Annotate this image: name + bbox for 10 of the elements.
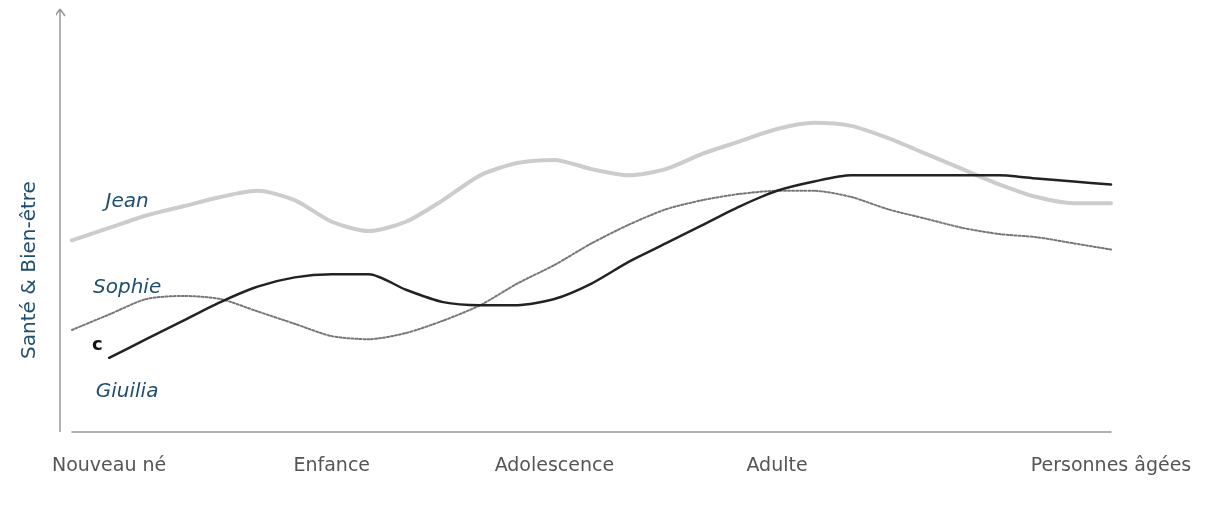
x-tick-label: Enfance: [293, 452, 371, 475]
x-tick-label: Nouveau né: [51, 452, 167, 475]
series-label: Jean: [101, 187, 149, 212]
annotation: c: [92, 332, 103, 354]
x-tick-label: Adulte: [746, 452, 808, 475]
y-axis-title: Santé & Bien-être: [16, 181, 40, 359]
series-label: Giuilia: [95, 377, 159, 402]
series-label: Sophie: [93, 274, 162, 299]
x-tick-label: Adolescence: [494, 452, 615, 475]
x-tick-label: Personnes âgées: [1030, 452, 1192, 475]
